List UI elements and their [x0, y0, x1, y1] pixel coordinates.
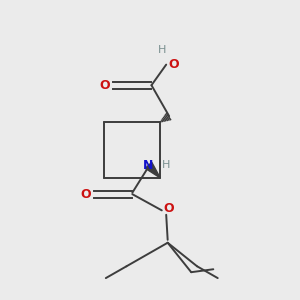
- Text: H: H: [162, 160, 170, 170]
- Text: O: O: [80, 188, 91, 201]
- Text: H: H: [158, 45, 166, 55]
- Polygon shape: [145, 162, 160, 178]
- Text: O: O: [164, 202, 175, 215]
- Text: O: O: [168, 58, 179, 71]
- Text: O: O: [100, 79, 110, 92]
- Text: N: N: [143, 159, 154, 172]
